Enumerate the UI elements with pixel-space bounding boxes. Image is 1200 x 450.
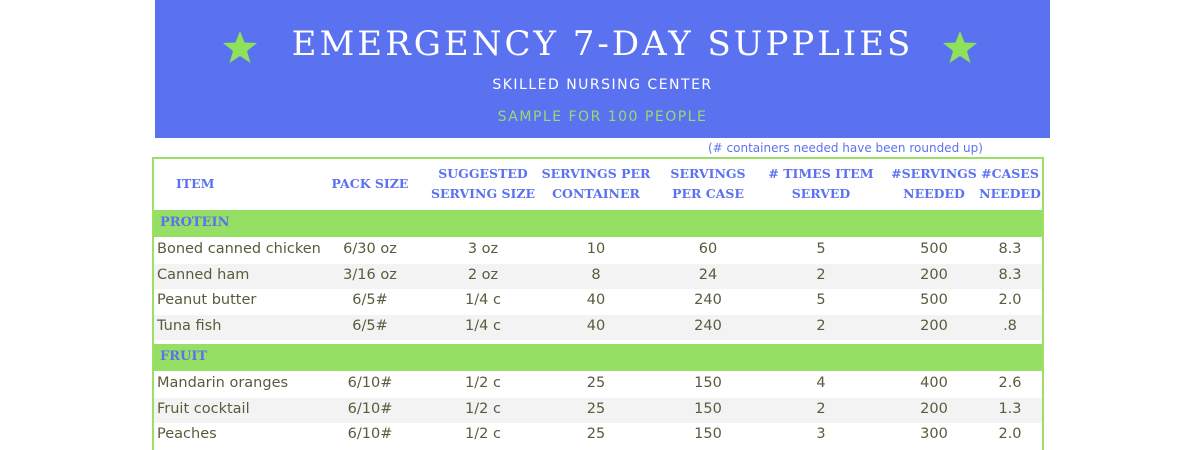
table-cell: 2.0 — [998, 426, 1022, 442]
table-cell: 5 — [816, 241, 826, 257]
table-cell: 150 — [694, 426, 722, 442]
column-header: SERVINGS — [670, 166, 746, 181]
item-name: Boned canned chicken — [157, 241, 321, 257]
table-cell: 400 — [920, 375, 948, 391]
table-cell: 40 — [586, 317, 606, 334]
table-cell: 60 — [698, 241, 718, 257]
table-cell: 6/10# — [347, 426, 393, 442]
table-cell: 8.3 — [998, 266, 1022, 283]
table-cell: 25 — [586, 426, 606, 442]
table-cell: 240 — [694, 292, 722, 308]
item-name: Tuna fish — [157, 317, 222, 334]
column-header: NEEDED — [903, 186, 965, 201]
column-header: SERVINGS PER — [541, 166, 651, 181]
table-cell: 1/4 c — [465, 317, 501, 334]
table-cell: 300 — [920, 426, 948, 442]
row-shade — [154, 397, 1042, 423]
table-cell: 3 oz — [467, 241, 499, 257]
column-header: PER CASE — [672, 186, 744, 201]
table-cell: 25 — [586, 375, 606, 391]
table-cell: 2 — [816, 266, 826, 283]
table-cell: 10 — [586, 241, 606, 257]
table-cell: 3/16 oz — [343, 266, 397, 283]
table-cell: 2.6 — [998, 375, 1022, 391]
table-cell: 4 — [816, 375, 826, 391]
title: EMERGENCY 7-DAY SUPPLIES — [291, 24, 914, 64]
table-cell: 1/2 c — [465, 400, 501, 417]
table-cell: 200 — [920, 400, 948, 417]
banner — [155, 0, 1050, 138]
rounding-note: (# containers needed have been rounded u… — [708, 141, 983, 155]
table-cell: 6/5# — [352, 317, 388, 334]
column-header: NEEDED — [979, 186, 1041, 201]
table-cell: 200 — [920, 266, 948, 283]
table-cell: 150 — [694, 375, 722, 391]
column-header: ITEM — [176, 176, 215, 191]
table-cell: 6/5# — [352, 292, 388, 308]
row-shade — [154, 263, 1042, 289]
item-name: Fruit cocktail — [157, 400, 250, 417]
column-header: # TIMES ITEM — [768, 166, 874, 181]
table-cell: 150 — [694, 400, 722, 417]
table-cell: 8.3 — [998, 241, 1022, 257]
table-cell: 200 — [920, 317, 948, 334]
item-name: Peaches — [157, 426, 217, 442]
table-cell: 6/30 oz — [343, 241, 397, 257]
table-cell: 5 — [816, 292, 826, 308]
section-row — [154, 344, 1042, 371]
star-icon — [943, 31, 977, 63]
table-cell: 8 — [591, 266, 601, 283]
subtitle: SKILLED NURSING CENTER — [492, 77, 713, 93]
item-name: Mandarin oranges — [157, 375, 289, 391]
column-header: #CASES — [981, 166, 1039, 181]
table-cell: 500 — [920, 292, 948, 308]
column-header: PACK SIZE — [331, 176, 409, 191]
column-header: #SERVINGS — [891, 166, 977, 181]
table — [152, 157, 1044, 450]
table-cell: 240 — [694, 317, 722, 334]
table-cell: 2.0 — [998, 292, 1022, 308]
table-cell: 1/4 c — [465, 292, 501, 308]
table-cell: 2 oz — [467, 266, 499, 283]
section-name: PROTEIN — [160, 215, 230, 230]
star-icon — [223, 31, 257, 63]
sample-note: SAMPLE FOR 100 PEOPLE — [497, 109, 708, 125]
row-shade — [154, 314, 1042, 340]
item-name: Peanut butter — [157, 292, 257, 308]
table-cell: 3 — [816, 426, 826, 442]
table-cell: 1.3 — [998, 400, 1022, 417]
table-cell: 1/2 c — [465, 426, 501, 442]
section-row — [154, 210, 1042, 237]
column-header: CONTAINER — [552, 186, 640, 201]
table-cell: 500 — [920, 241, 948, 257]
table-cell: 25 — [586, 400, 606, 417]
column-header: SUGGESTED — [438, 166, 528, 181]
section-name: FRUIT — [160, 349, 208, 364]
table-cell: 24 — [698, 266, 718, 283]
table-cell: 6/10# — [347, 375, 393, 391]
table-cell: 2 — [816, 400, 826, 417]
table-cell: 2 — [816, 317, 826, 334]
table-cell: 40 — [586, 292, 606, 308]
table-cell: 1/2 c — [465, 375, 501, 391]
table-cell: 6/10# — [347, 400, 393, 417]
column-header: SERVED — [791, 186, 851, 201]
table-cell: .8 — [1003, 317, 1017, 334]
column-header: SERVING SIZE — [430, 186, 536, 201]
item-name: Canned ham — [157, 266, 250, 283]
